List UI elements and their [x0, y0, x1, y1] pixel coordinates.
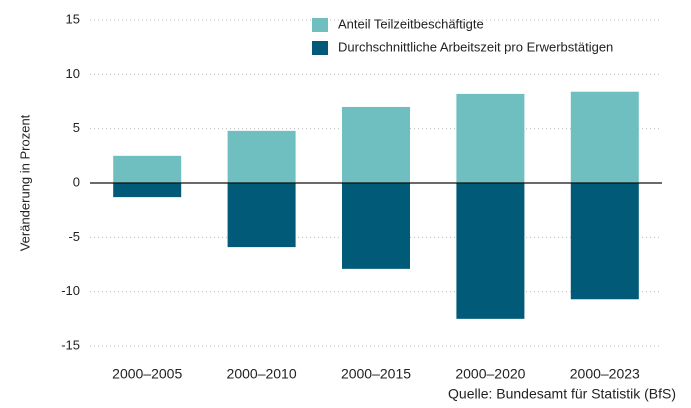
y-tick-label: -10 — [61, 283, 80, 298]
bar — [342, 183, 410, 269]
bar — [113, 155, 182, 183]
bar — [227, 130, 296, 183]
y-axis-label: Veränderung in Prozent — [17, 114, 32, 251]
legend-swatch — [312, 41, 328, 55]
bar — [570, 91, 639, 183]
y-tick-label: -5 — [68, 229, 80, 244]
legend-label: Durchschnittliche Arbeitszeit pro Erwerb… — [338, 39, 613, 54]
x-tick-label: 2000–2005 — [112, 366, 182, 382]
x-tick-label: 2000–2020 — [455, 366, 525, 382]
bar — [456, 183, 525, 319]
bar — [113, 183, 182, 198]
x-tick-label: 2000–2010 — [227, 366, 297, 382]
y-tick-label: 10 — [66, 66, 80, 81]
y-tick-label: -15 — [61, 337, 80, 352]
y-tick-label: 0 — [73, 174, 80, 189]
legend-swatch — [312, 18, 328, 32]
x-tick-label: 2000–2023 — [570, 366, 640, 382]
bar — [570, 183, 639, 300]
bar — [456, 93, 525, 183]
source: Quelle: Bundesamt für Statistik (BfS) — [448, 386, 676, 402]
bar — [342, 106, 410, 183]
y-tick-label: 5 — [73, 120, 80, 135]
x-tick-label: 2000–2015 — [341, 366, 411, 382]
bar — [227, 183, 296, 248]
y-tick-label: 15 — [66, 11, 80, 26]
legend-label: Anteil Teilzeitbeschäftigte — [338, 16, 484, 31]
